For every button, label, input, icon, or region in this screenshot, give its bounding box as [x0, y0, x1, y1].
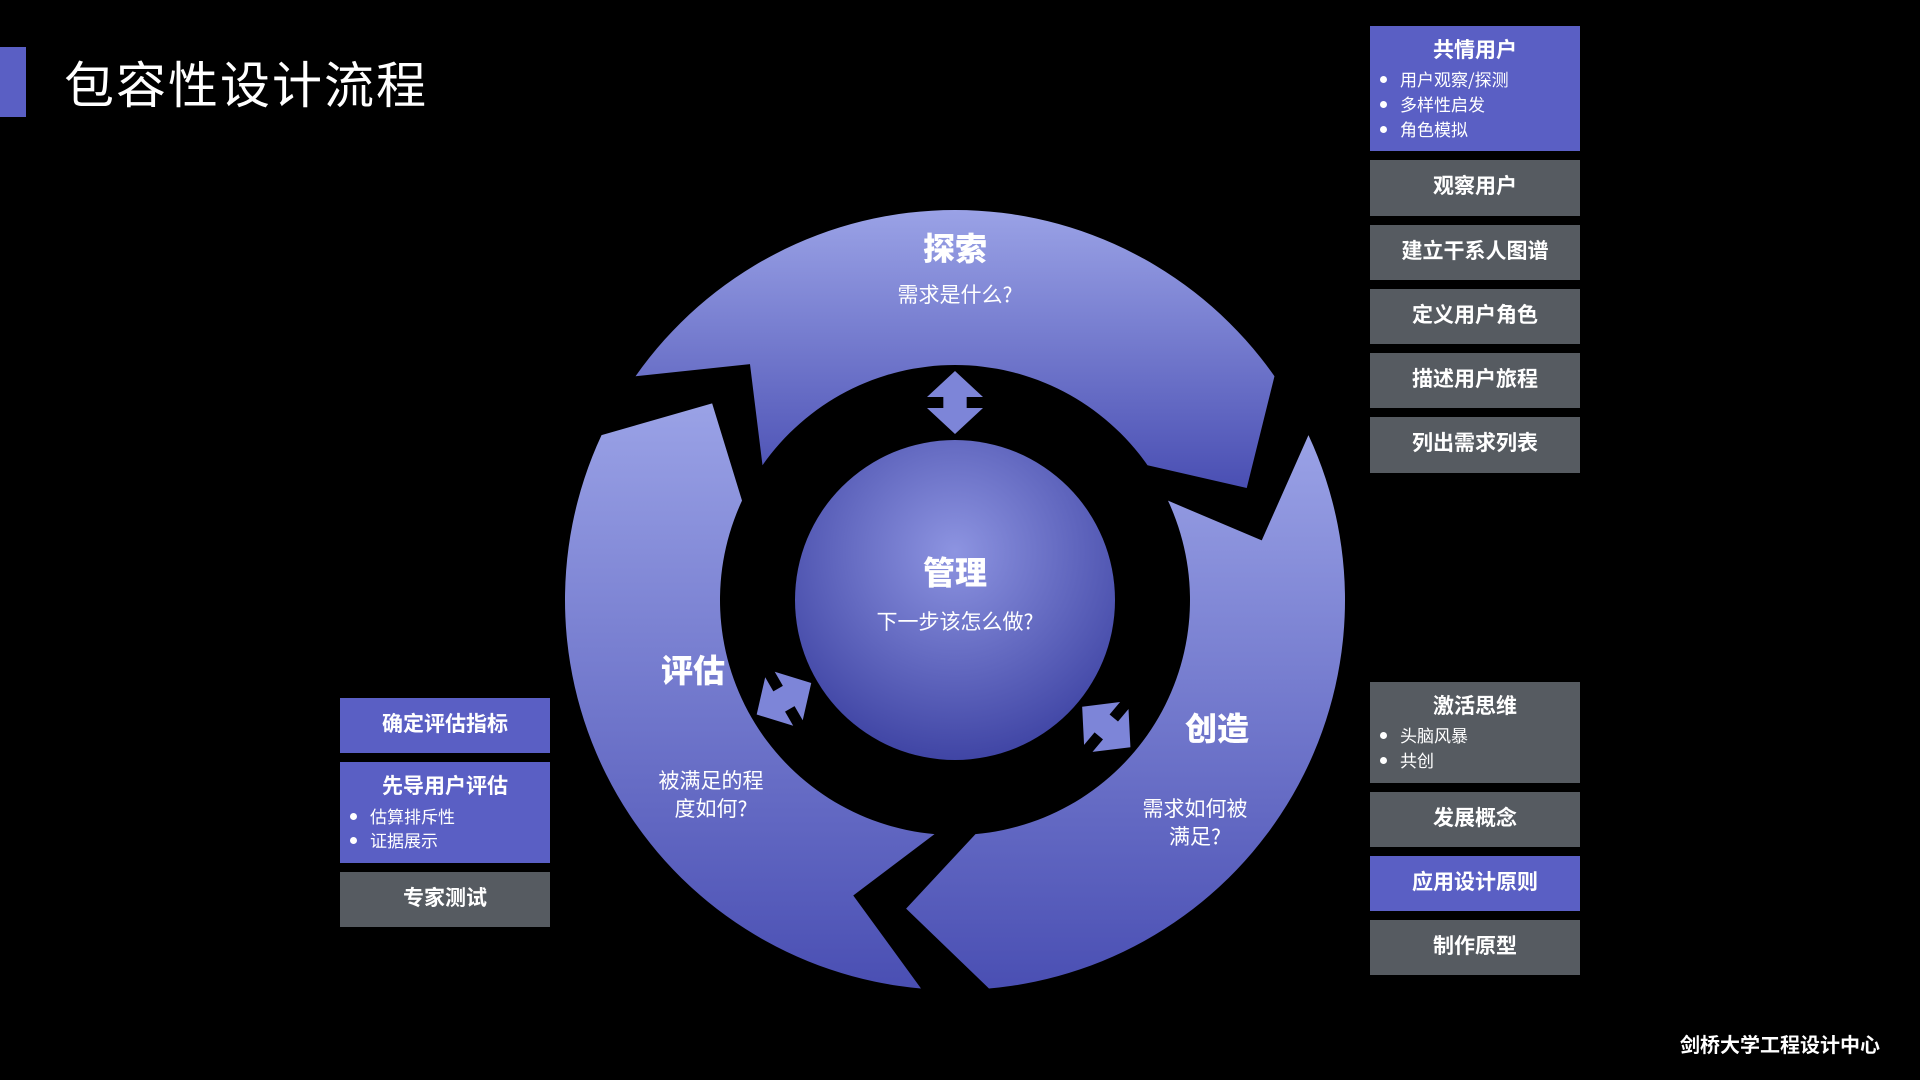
card-item: 估算排斥性	[370, 804, 536, 829]
card[interactable]: 先导用户评估估算排斥性证据展示	[340, 762, 550, 863]
card-item-list: 头脑风暴共创	[1384, 723, 1566, 772]
card-item-list: 用户观察/探测多样性启发角色模拟	[1384, 67, 1566, 141]
card[interactable]: 建立干系人图谱	[1370, 225, 1580, 280]
card-title: 定义用户角色	[1378, 301, 1572, 328]
card[interactable]: 发展概念	[1370, 792, 1580, 847]
card-item: 多样性启发	[1400, 92, 1566, 117]
card[interactable]: 描述用户旅程	[1370, 353, 1580, 408]
card[interactable]: 制作原型	[1370, 920, 1580, 975]
card-title: 共情用户	[1384, 36, 1566, 63]
card[interactable]: 专家测试	[340, 872, 550, 927]
card-title: 观察用户	[1378, 172, 1572, 199]
double-arrow-icon	[927, 371, 983, 434]
card-column-create-list: 激活思维头脑风暴共创发展概念应用设计原则制作原型	[1370, 682, 1580, 975]
card[interactable]: 定义用户角色	[1370, 289, 1580, 344]
card-title: 建立干系人图谱	[1378, 237, 1572, 264]
card-title: 描述用户旅程	[1378, 365, 1572, 392]
card-title: 列出需求列表	[1378, 429, 1572, 456]
page-title-block: 包容性设计流程	[0, 46, 428, 118]
card[interactable]: 确定评估指标	[340, 698, 550, 753]
wheel-center	[795, 440, 1115, 760]
card-item: 头脑风暴	[1400, 723, 1566, 748]
card-title: 激活思维	[1384, 692, 1566, 719]
card-item: 用户观察/探测	[1400, 67, 1566, 92]
card-title: 应用设计原则	[1378, 868, 1572, 895]
card[interactable]: 列出需求列表	[1370, 417, 1580, 472]
card-title: 先导用户评估	[354, 772, 536, 799]
card-title: 专家测试	[348, 884, 542, 911]
card[interactable]: 共情用户用户观察/探测多样性启发角色模拟	[1370, 26, 1580, 151]
card-title: 发展概念	[1378, 804, 1572, 831]
card[interactable]: 激活思维头脑风暴共创	[1370, 682, 1580, 783]
process-wheel: 探索需求是什么?创造需求如何被满足?评估被满足的程度如何?管理下一步该怎么做?	[555, 200, 1355, 1000]
page-title: 包容性设计流程	[64, 46, 428, 118]
card-item: 共创	[1400, 748, 1566, 773]
card[interactable]: 观察用户	[1370, 160, 1580, 215]
footer-credit: 剑桥大学工程设计中心	[1680, 1029, 1880, 1058]
card-item: 证据展示	[370, 828, 536, 853]
card-column-explore-list: 共情用户用户观察/探测多样性启发角色模拟观察用户建立干系人图谱定义用户角色描述用…	[1370, 26, 1580, 473]
card-title: 确定评估指标	[348, 710, 542, 737]
card-item: 角色模拟	[1400, 117, 1566, 142]
card[interactable]: 应用设计原则	[1370, 856, 1580, 911]
card-title: 制作原型	[1378, 932, 1572, 959]
title-accent-bar	[0, 47, 26, 117]
card-column-evaluate-list: 确定评估指标先导用户评估估算排斥性证据展示专家测试	[340, 698, 550, 927]
card-item-list: 估算排斥性证据展示	[354, 804, 536, 853]
